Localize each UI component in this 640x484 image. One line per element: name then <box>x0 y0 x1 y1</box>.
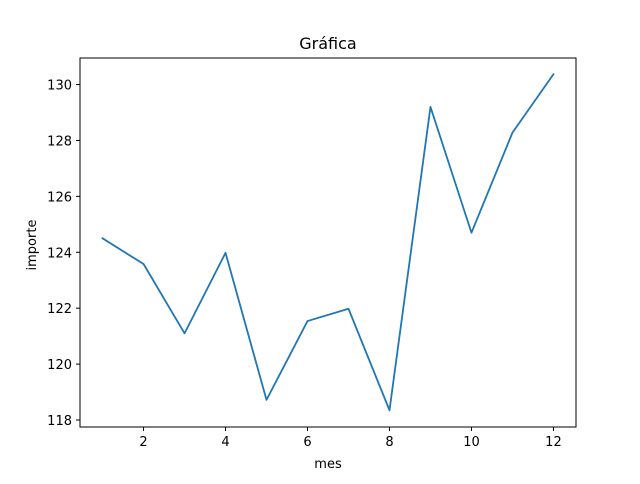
x-tick-label: 6 <box>303 435 311 450</box>
x-tick-label: 2 <box>139 435 147 450</box>
y-tick-label: 120 <box>47 358 72 373</box>
y-tick-label: 118 <box>47 414 72 429</box>
plot-area <box>79 57 577 428</box>
x-axis: 2 4 6 8 10 12 <box>139 427 562 450</box>
x-tick-label: 8 <box>385 435 393 450</box>
y-axis: 118 120 122 124 126 128 130 <box>47 79 80 429</box>
y-tick-label: 130 <box>47 79 72 94</box>
x-axis-label: mes <box>314 457 342 472</box>
x-tick-label: 10 <box>463 435 480 450</box>
plot-frame <box>79 57 577 428</box>
x-tick-label: 12 <box>545 435 562 450</box>
y-axis-label: importe <box>25 220 40 271</box>
x-tick-label: 4 <box>221 435 229 450</box>
series-line <box>101 72 555 412</box>
chart-title: Gráfica <box>299 34 356 53</box>
y-tick-label: 128 <box>47 134 72 149</box>
series-layer <box>101 72 555 412</box>
y-tick-label: 124 <box>47 246 72 261</box>
y-tick-label: 126 <box>47 190 72 205</box>
y-tick-label: 122 <box>47 302 72 317</box>
